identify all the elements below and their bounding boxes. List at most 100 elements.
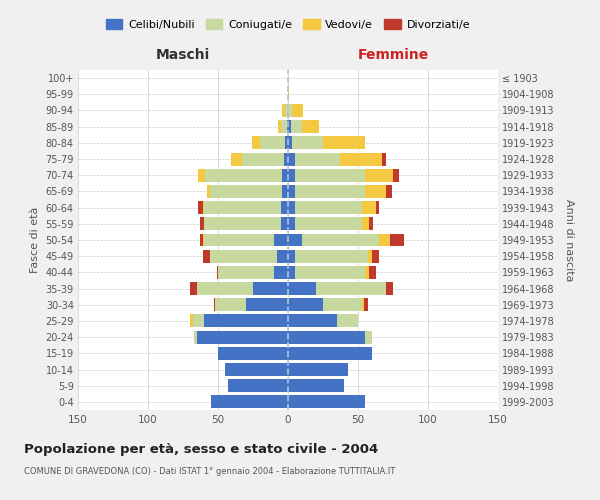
Bar: [295, 169, 365, 181]
Bar: [204, 218, 281, 230]
Bar: [365, 185, 386, 198]
Bar: [369, 218, 373, 230]
Bar: [390, 234, 404, 246]
Bar: [295, 218, 362, 230]
Bar: [288, 152, 295, 166]
Bar: [382, 152, 386, 166]
Bar: [215, 298, 246, 311]
Bar: [277, 250, 288, 262]
Bar: [379, 234, 390, 246]
Bar: [285, 104, 288, 117]
Bar: [295, 266, 365, 279]
Bar: [337, 314, 358, 328]
Bar: [281, 218, 288, 230]
Bar: [190, 282, 197, 295]
Bar: [281, 201, 288, 214]
Bar: [209, 250, 277, 262]
Bar: [295, 201, 362, 214]
Bar: [288, 250, 295, 262]
Bar: [295, 185, 365, 198]
Text: Maschi: Maschi: [156, 48, 210, 62]
Bar: [295, 152, 340, 166]
Text: Popolazione per età, sesso e stato civile - 2004: Popolazione per età, sesso e stato civil…: [24, 442, 378, 456]
Bar: [291, 120, 302, 133]
Bar: [199, 201, 203, 214]
Bar: [285, 136, 288, 149]
Bar: [340, 152, 382, 166]
Bar: [200, 234, 203, 246]
Bar: [287, 120, 288, 133]
Bar: [260, 136, 285, 149]
Bar: [190, 314, 193, 328]
Bar: [283, 185, 288, 198]
Bar: [362, 201, 376, 214]
Bar: [369, 266, 376, 279]
Y-axis label: Fasce di età: Fasce di età: [30, 207, 40, 273]
Bar: [288, 330, 365, 344]
Bar: [365, 169, 393, 181]
Bar: [368, 250, 372, 262]
Bar: [225, 363, 288, 376]
Bar: [288, 120, 291, 133]
Bar: [203, 201, 204, 214]
Bar: [288, 363, 348, 376]
Bar: [288, 347, 372, 360]
Bar: [194, 330, 197, 344]
Bar: [200, 218, 204, 230]
Bar: [288, 201, 295, 214]
Bar: [204, 314, 288, 328]
Bar: [393, 169, 398, 181]
Bar: [211, 396, 288, 408]
Bar: [204, 234, 274, 246]
Bar: [197, 330, 288, 344]
Bar: [283, 104, 285, 117]
Bar: [362, 218, 369, 230]
Text: Femmine: Femmine: [358, 48, 428, 62]
Bar: [284, 152, 288, 166]
Bar: [274, 234, 288, 246]
Bar: [205, 169, 283, 181]
Bar: [288, 282, 316, 295]
Bar: [362, 298, 364, 311]
Bar: [203, 234, 204, 246]
Bar: [288, 218, 295, 230]
Bar: [288, 88, 289, 101]
Bar: [386, 185, 392, 198]
Bar: [197, 282, 253, 295]
Bar: [316, 282, 386, 295]
Bar: [288, 379, 344, 392]
Bar: [295, 250, 368, 262]
Bar: [253, 282, 288, 295]
Bar: [281, 120, 287, 133]
Bar: [292, 136, 323, 149]
Bar: [288, 234, 302, 246]
Bar: [204, 201, 281, 214]
Legend: Celibi/Nubili, Coniugati/e, Vedovi/e, Divorziati/e: Celibi/Nubili, Coniugati/e, Vedovi/e, Di…: [101, 14, 475, 34]
Bar: [365, 330, 372, 344]
Bar: [218, 347, 288, 360]
Bar: [386, 282, 393, 295]
Bar: [372, 250, 379, 262]
Bar: [214, 298, 215, 311]
Bar: [288, 104, 292, 117]
Bar: [218, 266, 274, 279]
Bar: [288, 266, 295, 279]
Bar: [288, 169, 295, 181]
Bar: [365, 266, 369, 279]
Bar: [292, 104, 304, 117]
Bar: [288, 314, 337, 328]
Bar: [199, 169, 205, 181]
Bar: [193, 314, 204, 328]
Bar: [278, 120, 281, 133]
Bar: [242, 152, 284, 166]
Bar: [288, 136, 292, 149]
Bar: [251, 136, 260, 149]
Bar: [364, 298, 368, 311]
Bar: [209, 185, 283, 198]
Bar: [203, 250, 209, 262]
Bar: [274, 266, 288, 279]
Bar: [283, 169, 288, 181]
Text: COMUNE DI GRAVEDONA (CO) - Dati ISTAT 1° gennaio 2004 - Elaborazione TUTTITALIA.: COMUNE DI GRAVEDONA (CO) - Dati ISTAT 1°…: [24, 468, 395, 476]
Y-axis label: Anni di nascita: Anni di nascita: [565, 198, 574, 281]
Bar: [288, 396, 365, 408]
